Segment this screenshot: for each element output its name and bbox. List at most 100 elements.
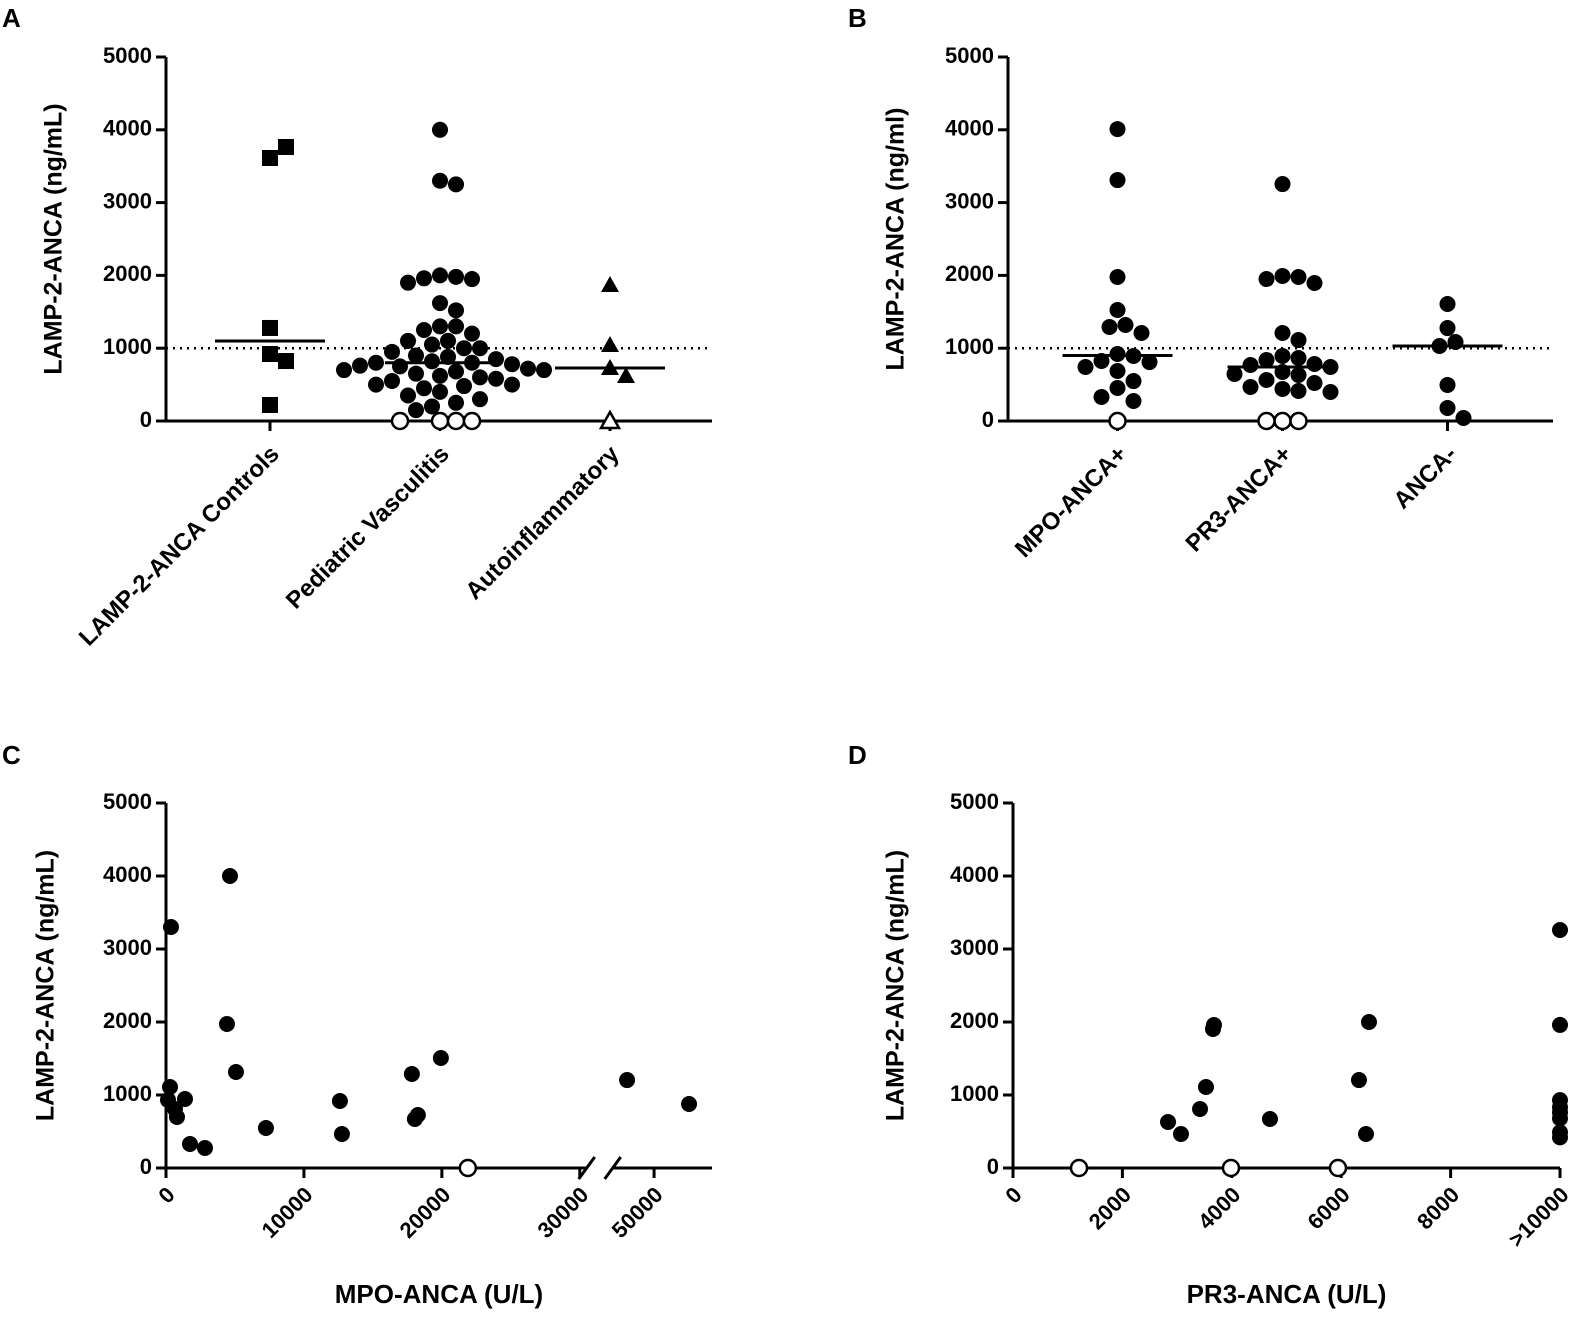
- circle-marker: [472, 369, 488, 386]
- circle-marker: [1069, 1158, 1089, 1178]
- y-tick-label: 1000: [950, 1081, 999, 1106]
- x-tick-label: Autoinflammatory: [460, 440, 625, 605]
- circle-marker: [384, 372, 400, 389]
- circle-marker: [409, 1107, 426, 1124]
- circle-marker: [504, 356, 520, 373]
- circle-marker: [440, 348, 456, 365]
- circle-marker: [432, 295, 448, 312]
- circle-marker: [392, 358, 408, 375]
- circle-marker: [384, 343, 400, 360]
- circle-marker: [1205, 1016, 1222, 1033]
- panel-label: C: [2, 740, 21, 770]
- circle-marker: [1274, 176, 1291, 193]
- circle-marker: [619, 1072, 636, 1089]
- circle-marker: [464, 325, 480, 342]
- x-tick-label: MPO-ANCA+: [1010, 441, 1132, 563]
- circle-marker: [1109, 172, 1126, 189]
- x-tick-label: 0: [1000, 1182, 1026, 1208]
- circle-marker: [1274, 347, 1291, 364]
- square-marker: [278, 353, 294, 370]
- circle-marker: [400, 387, 416, 404]
- circle-marker: [1439, 399, 1456, 416]
- circle-marker: [181, 1135, 198, 1152]
- panel-label: D: [848, 740, 867, 770]
- circle-marker: [1077, 358, 1094, 375]
- circle-marker: [1274, 380, 1291, 397]
- circle-marker: [1242, 379, 1259, 396]
- circle-marker: [1258, 271, 1275, 288]
- triangle-marker: [617, 367, 635, 384]
- circle-marker: [1290, 269, 1307, 286]
- circle-marker: [448, 302, 464, 319]
- y-tick-label: 3000: [950, 935, 999, 960]
- square-marker: [262, 396, 278, 413]
- circle-marker: [1257, 411, 1276, 431]
- x-tick-label: 20000: [395, 1182, 456, 1243]
- circle-marker: [430, 411, 450, 431]
- circle-marker: [448, 268, 464, 285]
- x-tick-label: Pediatric Vasculitis: [281, 441, 455, 615]
- circle-marker: [448, 363, 464, 380]
- square-marker: [262, 149, 278, 166]
- x-axis-title: MPO-ANCA (U/L): [335, 1279, 543, 1309]
- x-tick-label: 6000: [1303, 1182, 1355, 1234]
- circle-marker: [472, 340, 488, 357]
- circle-marker: [1172, 1125, 1189, 1142]
- circle-marker: [424, 398, 440, 415]
- circle-marker: [1274, 267, 1291, 284]
- circle-marker: [1160, 1114, 1177, 1131]
- circle-marker: [1552, 1129, 1568, 1146]
- circle-marker: [1357, 1125, 1374, 1142]
- circle-marker: [336, 362, 352, 379]
- circle-marker: [1258, 372, 1275, 389]
- circle-marker: [1221, 1158, 1241, 1178]
- circle-marker: [1552, 922, 1568, 939]
- circle-marker: [1093, 353, 1110, 370]
- circle-marker: [196, 1139, 213, 1156]
- y-tick-label: 0: [987, 1154, 999, 1179]
- circle-marker: [440, 332, 456, 349]
- square-marker: [278, 138, 294, 155]
- y-tick-label: 5000: [103, 789, 152, 814]
- circle-marker: [1109, 121, 1126, 138]
- circle-marker: [536, 362, 552, 379]
- circle-marker: [1242, 357, 1259, 374]
- x-tick-label: 4000: [1193, 1182, 1245, 1234]
- circle-marker: [504, 376, 520, 393]
- circle-marker: [368, 376, 384, 393]
- circle-marker: [456, 378, 472, 395]
- y-axis-title: LAMP-2-ANCA (ng/mL): [40, 103, 68, 374]
- y-tick-label: 0: [140, 1154, 152, 1179]
- y-tick-label: 4000: [950, 862, 999, 887]
- circle-marker: [1226, 365, 1243, 382]
- circle-marker: [488, 370, 504, 387]
- axis-break: [603, 1156, 622, 1180]
- circle-marker: [416, 380, 432, 397]
- circle-marker: [168, 1108, 185, 1125]
- x-axis-title: PR3-ANCA (U/L): [1187, 1279, 1387, 1309]
- circle-marker: [1360, 1014, 1377, 1030]
- y-tick-label: 4000: [103, 862, 152, 887]
- circle-marker: [1306, 355, 1323, 372]
- circle-marker: [488, 351, 504, 368]
- circle-marker: [352, 357, 368, 374]
- x-tick-label: 30000: [532, 1182, 593, 1243]
- circle-marker: [218, 1015, 235, 1032]
- circle-marker: [416, 322, 432, 338]
- circle-marker: [432, 172, 448, 189]
- circle-marker: [1109, 301, 1126, 318]
- circle-marker: [681, 1095, 698, 1112]
- circle-marker: [368, 354, 384, 371]
- circle-marker: [1101, 319, 1118, 336]
- circle-marker: [390, 411, 410, 431]
- y-tick-label: 3000: [103, 935, 152, 960]
- circle-marker: [1125, 392, 1142, 409]
- circle-marker: [472, 391, 488, 408]
- x-tick-label: >10000: [1504, 1182, 1574, 1252]
- circle-marker: [162, 1078, 178, 1095]
- panel-label: B: [848, 3, 867, 33]
- y-tick-label: 0: [140, 407, 152, 432]
- circle-marker: [446, 411, 466, 431]
- y-axis-title: LAMP-2-ANCA (ng/mL): [32, 850, 60, 1121]
